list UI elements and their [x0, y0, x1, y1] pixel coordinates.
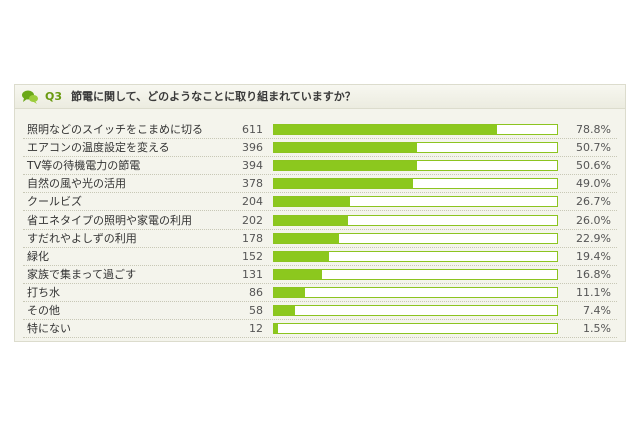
category-label: 家族で集まって過ごす [27, 267, 137, 281]
row-divider [23, 138, 617, 139]
percent-label: 26.0% [576, 213, 611, 227]
question-text: 節電に関して、どのようなことに取り組まれていますか？ [71, 90, 356, 103]
percent-label: 1.5% [583, 322, 611, 336]
category-label: クールビズ [27, 195, 82, 209]
question-number: Q3 [45, 90, 63, 103]
row-divider [23, 300, 617, 302]
chart-row: 打ち水 86 11.1% [15, 284, 625, 302]
percent-label: 49.0% [576, 177, 611, 191]
bar [274, 233, 339, 243]
category-label: TV等の待機電力の節電 [27, 159, 141, 173]
survey-panel: Q3 節電に関して、どのようなことに取り組まれていますか？ 照明などのスイッチを… [14, 84, 626, 342]
bar [274, 324, 279, 334]
chart-row: クールビズ 204 26.7% [15, 193, 625, 212]
count-label: 204 [242, 195, 263, 209]
bar-track [273, 323, 558, 335]
bar [274, 197, 350, 207]
bar-track [273, 196, 558, 208]
chart-row: 省エネタイプの照明や家電の利用 202 26.0% [15, 212, 625, 230]
count-label: 378 [242, 177, 263, 191]
bar-track [273, 286, 558, 298]
chart-row: 自然の風や光の活用 378 49.0% [15, 175, 625, 194]
category-label: 特にない [27, 322, 71, 336]
count-label: 131 [242, 267, 263, 281]
bar [274, 251, 329, 261]
category-label: エアコンの温度設定を変える [27, 141, 170, 155]
count-label: 152 [242, 249, 263, 263]
row-divider [23, 264, 617, 266]
bar-track [273, 142, 558, 154]
chart-row: すだれやよしずの利用 178 22.9% [15, 230, 625, 248]
percent-label: 19.4% [576, 249, 611, 263]
category-label: 自然の風や光の活用 [27, 177, 126, 191]
category-label: すだれやよしずの利用 [27, 231, 137, 245]
percent-label: 50.7% [576, 141, 611, 155]
count-label: 58 [249, 304, 263, 317]
percent-label: 7.4% [583, 304, 611, 317]
category-label: 照明などのスイッチをこまめに切る [27, 123, 203, 136]
chart-row: 緑化 152 19.4% [15, 248, 625, 266]
row-divider [23, 228, 617, 230]
count-label: 394 [242, 159, 263, 173]
row-divider [23, 174, 617, 176]
bar-track [273, 250, 558, 262]
bar [274, 215, 348, 225]
percent-label: 26.7% [576, 195, 611, 209]
count-label: 202 [242, 213, 263, 227]
percent-label: 22.9% [576, 231, 611, 245]
count-label: 178 [242, 231, 263, 245]
percent-label: 11.1% [576, 285, 611, 299]
bar-track [273, 268, 558, 280]
bar [274, 143, 418, 153]
bar [274, 306, 295, 315]
row-divider [23, 319, 617, 320]
chart-row: その他 58 7.4% [15, 302, 625, 320]
speech-bubbles-icon [22, 90, 38, 104]
count-label: 12 [249, 322, 263, 336]
category-label: 省エネタイプの照明や家電の利用 [27, 213, 192, 227]
bar-track [273, 305, 558, 316]
question-header: Q3 節電に関して、どのようなことに取り組まれていますか？ [15, 85, 625, 109]
count-label: 396 [242, 141, 263, 155]
percent-label: 16.8% [576, 267, 611, 281]
count-label: 86 [249, 285, 263, 299]
chart-row: 家族で集まって過ごす 131 16.8% [15, 266, 625, 284]
percent-label: 50.6% [576, 159, 611, 173]
chart-row: 照明などのスイッチをこまめに切る 611 78.8% [15, 121, 625, 139]
count-label: 611 [242, 123, 263, 136]
bar-track [273, 160, 558, 172]
bar-track [273, 178, 558, 190]
row-divider [23, 192, 617, 194]
chart-row: 特にない 12 1.5% [15, 320, 625, 339]
row-divider [23, 210, 617, 212]
chart-row: エアコンの温度設定を変える 396 50.7% [15, 139, 625, 158]
percent-label: 78.8% [576, 123, 611, 136]
category-label: 打ち水 [27, 285, 60, 299]
chart-row: TV等の待機電力の節電 394 50.6% [15, 157, 625, 176]
bar-track [273, 124, 558, 135]
row-divider [23, 282, 617, 284]
category-label: 緑化 [27, 249, 49, 263]
bar-track [273, 214, 558, 226]
bar [274, 287, 306, 297]
row-divider [23, 246, 617, 248]
bar [274, 125, 497, 134]
bar-track [273, 232, 558, 244]
bar [274, 161, 418, 171]
row-divider [23, 156, 617, 158]
bar [274, 269, 322, 279]
category-label: その他 [27, 304, 60, 317]
row-divider [23, 337, 617, 339]
bar [274, 179, 413, 189]
